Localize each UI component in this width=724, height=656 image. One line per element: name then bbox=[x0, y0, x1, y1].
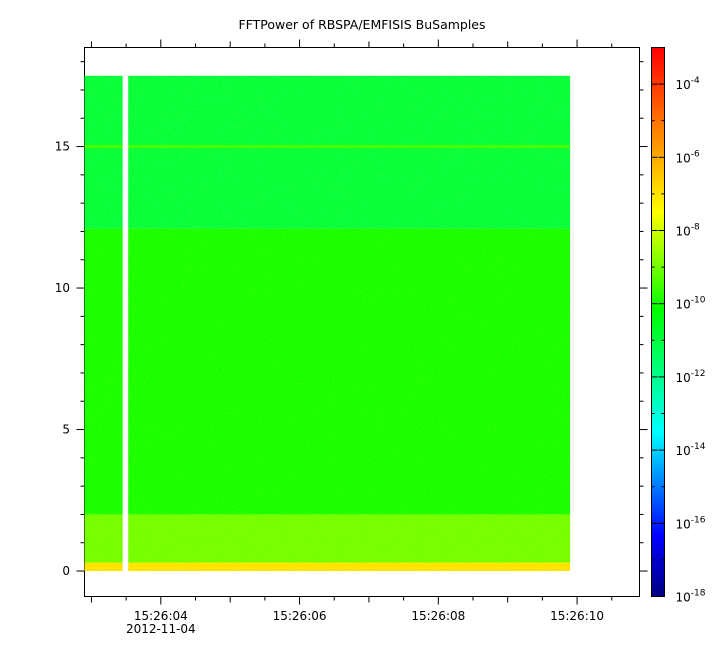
x-axis: 15:26:04 15:26:06 15:26:08 15:26:10 2012-11-… bbox=[90, 39, 613, 636]
noise-texture bbox=[84, 75, 571, 572]
x-date-label: 2012-11-04 bbox=[126, 622, 196, 636]
x-tick-label: 15:26:04 bbox=[134, 609, 188, 623]
y-tick-label: 5 bbox=[62, 423, 70, 437]
x-tick-label: 15:26:06 bbox=[273, 609, 327, 623]
chart-title: FFTPower of RBSPA/EMFISIS BuSamples bbox=[238, 17, 486, 32]
x-tick-label: 15:26:10 bbox=[550, 609, 604, 623]
colorbar-tick-label: 10-4 bbox=[676, 76, 701, 92]
y-axis: 0 5 10 15 bbox=[55, 61, 648, 578]
y-tick-label: 10 bbox=[55, 281, 70, 295]
y-tick-label: 0 bbox=[62, 564, 70, 578]
colorbar-tick-label: 10-10 bbox=[676, 296, 706, 312]
spectrogram-noise bbox=[84, 75, 571, 572]
colorbar-tick-label: 10-6 bbox=[676, 149, 701, 165]
data-gap bbox=[122, 75, 129, 572]
y-tick-label: 15 bbox=[55, 140, 70, 154]
colorbar-tick-label: 10-18 bbox=[676, 589, 706, 605]
colorbar-tick-label: 10-16 bbox=[676, 515, 706, 531]
colorbar bbox=[651, 47, 665, 597]
colorbar-tick-label: 10-12 bbox=[676, 369, 706, 385]
colorbar-tick-label: 10-8 bbox=[676, 223, 701, 239]
colorbar-axis: 10-4 10-6 10-8 10-10 10-12 10-14 10-16 10-18 bbox=[651, 47, 706, 605]
x-tick-label: 15:26:08 bbox=[411, 609, 465, 623]
colorbar-tick-label: 10-14 bbox=[676, 442, 706, 458]
